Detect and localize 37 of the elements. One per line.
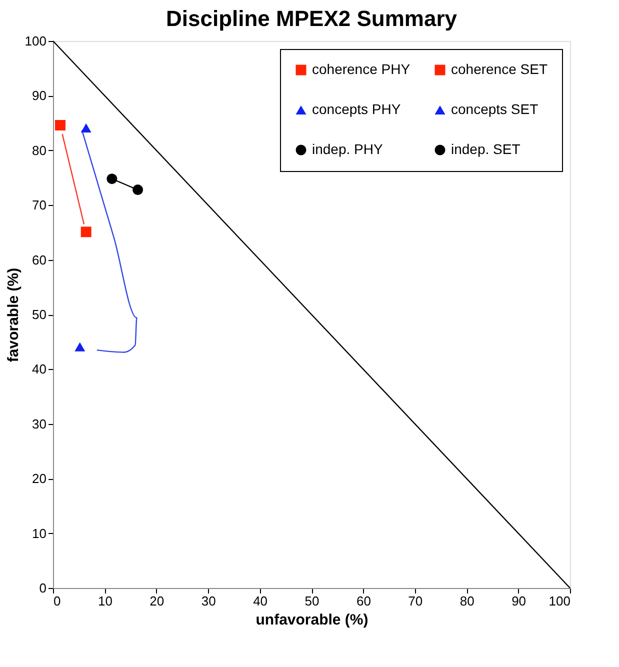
point — [54, 120, 66, 130]
x-tick-label: 90 — [512, 594, 526, 608]
x-tick-label: 80 — [460, 594, 474, 608]
point — [80, 226, 92, 238]
y-tick-label: 20 — [32, 471, 46, 486]
point — [132, 184, 144, 196]
y-tick-label: 0 — [39, 580, 46, 596]
y-axis-title: favorable (%) — [4, 268, 22, 362]
x-tick-label: 30 — [201, 594, 216, 608]
chart-title: Discipline MPEX2 Summary — [166, 6, 458, 31]
y-tick-label: 60 — [32, 252, 46, 268]
y-tick-label: 40 — [32, 362, 46, 377]
point — [74, 342, 86, 352]
x-tick-label: 50 — [304, 594, 320, 608]
x-tick-label: 70 — [408, 594, 423, 608]
y-tick-label: 10 — [32, 526, 46, 541]
x-tick-label: 10 — [98, 594, 112, 608]
point — [80, 123, 92, 133]
legend-label: indep. SET — [451, 141, 521, 157]
legend-label: concepts PHY — [312, 101, 402, 117]
x-tick-label: 100 — [548, 594, 570, 608]
legend-label: coherence PHY — [312, 61, 411, 77]
y-tick-label: 100 — [24, 34, 46, 48]
legend-label: indep. PHY — [312, 141, 384, 157]
point — [106, 174, 118, 184]
y-tick-label: 80 — [32, 142, 46, 158]
y-tick-label: 50 — [32, 307, 46, 322]
x-tick-label: 0 — [54, 594, 61, 608]
y-tick-label: 30 — [32, 416, 46, 432]
y-tick-label: 70 — [32, 198, 46, 213]
x-tick-label: 60 — [356, 594, 371, 608]
x-tick-label: 40 — [253, 594, 268, 608]
x-tick-label: 20 — [150, 594, 164, 608]
x-axis-title: unfavorable (%) — [256, 612, 368, 628]
y-tick-label: 90 — [32, 88, 46, 104]
legend-label: concepts SET — [451, 101, 539, 117]
legend-label: coherence SET — [451, 61, 548, 77]
